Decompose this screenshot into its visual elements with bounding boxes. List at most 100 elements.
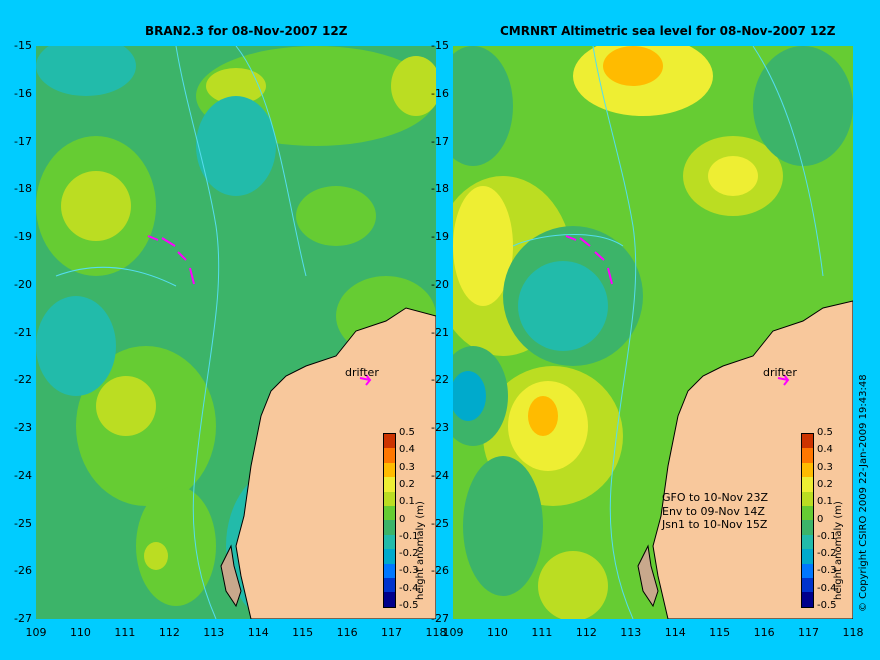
right-map-title: CMRNRT Altimetric sea level for 08-Nov-2… bbox=[500, 24, 836, 38]
x-tick-label: 113 bbox=[620, 626, 642, 639]
colorbar-swatch bbox=[802, 578, 813, 593]
colorbar-tick-label: 0.3 bbox=[817, 461, 833, 473]
y-tick-label: -25 bbox=[14, 516, 32, 530]
colorbar-swatch bbox=[384, 491, 395, 507]
y-tick-label: -22 bbox=[431, 373, 449, 387]
y-tick-label: -19 bbox=[431, 230, 449, 243]
colorbar-swatch bbox=[802, 592, 813, 607]
colorbar-swatch bbox=[384, 520, 395, 535]
colorbar-tick-label: 0.5 bbox=[817, 427, 833, 438]
y-tick-label: -18 bbox=[431, 182, 449, 196]
y-tick-label: -21 bbox=[431, 325, 449, 339]
left-drifter-legend-label: drifter bbox=[345, 366, 379, 379]
left-colorbar bbox=[383, 433, 396, 608]
y-tick-label: -17 bbox=[431, 134, 449, 148]
colorbar-tick-label: 0.2 bbox=[399, 478, 415, 490]
x-tick-label: 117 bbox=[381, 626, 403, 639]
colorbar-tick-label: -0.5 bbox=[817, 600, 837, 611]
colorbar-tick-label: 0.5 bbox=[399, 427, 415, 438]
x-tick-label: 115 bbox=[292, 626, 314, 639]
altimeter-note-env: Env to 09-Nov 14Z bbox=[662, 505, 765, 518]
y-tick-label: -24 bbox=[14, 468, 32, 482]
y-tick-label: -16 bbox=[14, 86, 32, 100]
altimetry-map-svg bbox=[453, 46, 853, 619]
colorbar-swatch bbox=[384, 462, 395, 478]
colorbar-swatch bbox=[802, 477, 813, 492]
colorbar-tick-label: 0.1 bbox=[399, 496, 415, 508]
y-tick-label: -27 bbox=[431, 612, 449, 625]
altimeter-note-gfo: GFO to 10-Nov 23Z bbox=[662, 491, 769, 504]
y-tick-label: -21 bbox=[14, 325, 32, 339]
colorbar-tick-label: -0.4 bbox=[817, 582, 837, 594]
y-tick-label: -23 bbox=[14, 421, 32, 434]
colorbar-swatch bbox=[802, 462, 813, 478]
colorbar-swatch bbox=[384, 448, 395, 463]
y-tick-label: -27 bbox=[14, 612, 32, 625]
colorbar-tick-label: -0.5 bbox=[399, 600, 419, 611]
y-tick-label: -17 bbox=[14, 134, 32, 148]
right-colorbar bbox=[801, 433, 814, 608]
bran-map-svg bbox=[36, 46, 436, 619]
colorbar-tick-label: 0.1 bbox=[817, 496, 833, 508]
y-tick-label: -20 bbox=[14, 277, 32, 291]
altimeter-note-jsn1: Jsn1 to 10-Nov 15Z bbox=[662, 518, 768, 531]
x-tick-label: 110 bbox=[69, 626, 91, 639]
x-tick-label: 118 bbox=[842, 626, 864, 639]
colorbar-swatch bbox=[802, 520, 813, 535]
colorbar-swatch bbox=[384, 549, 395, 564]
x-tick-label: 115 bbox=[709, 626, 731, 639]
colorbar-swatch bbox=[802, 434, 813, 449]
colorbar-swatch bbox=[802, 448, 813, 463]
colorbar-swatch bbox=[384, 578, 395, 593]
y-tick-label: -26 bbox=[14, 564, 32, 578]
colorbar-tick-label: -0.1 bbox=[817, 530, 837, 542]
colorbar-swatch bbox=[802, 563, 813, 579]
y-tick-label: -15 bbox=[431, 39, 449, 52]
y-tick-label: -23 bbox=[431, 421, 449, 434]
colorbar-swatch bbox=[384, 477, 395, 492]
colorbar-tick-label: -0.3 bbox=[817, 565, 837, 577]
x-tick-label: 116 bbox=[336, 626, 358, 639]
x-tick-label: 118 bbox=[425, 626, 447, 639]
copyright-text: © Copyright CSIRO 2009 22-Jan-2009 19:43… bbox=[858, 374, 869, 612]
bran-map-panel bbox=[36, 46, 436, 619]
colorbar-swatch bbox=[384, 563, 395, 579]
colorbar-swatch bbox=[384, 534, 395, 550]
right-colorbar-label: height anomaly (m) bbox=[833, 501, 844, 600]
y-tick-label: -26 bbox=[431, 564, 449, 578]
x-tick-label: 111 bbox=[531, 626, 553, 639]
colorbar-swatch bbox=[384, 434, 395, 449]
colorbar-tick-label: -0.4 bbox=[399, 582, 419, 594]
colorbar-tick-label: -0.1 bbox=[399, 530, 419, 542]
colorbar-tick-label: 0 bbox=[399, 513, 406, 525]
y-tick-label: -20 bbox=[431, 277, 449, 291]
y-tick-label: -18 bbox=[14, 182, 32, 196]
x-tick-label: 109 bbox=[442, 626, 464, 639]
colorbar-swatch bbox=[802, 549, 813, 564]
x-tick-label: 109 bbox=[25, 626, 47, 639]
x-tick-label: 114 bbox=[247, 626, 269, 639]
x-tick-label: 113 bbox=[203, 626, 225, 639]
x-tick-label: 114 bbox=[664, 626, 686, 639]
y-tick-label: -15 bbox=[14, 39, 32, 52]
colorbar-tick-label: -0.2 bbox=[399, 548, 419, 560]
colorbar-swatch bbox=[384, 592, 395, 607]
colorbar-tick-label: -0.3 bbox=[399, 565, 419, 577]
x-tick-label: 110 bbox=[486, 626, 508, 639]
colorbar-tick-label: 0.3 bbox=[399, 461, 415, 473]
colorbar-swatch bbox=[802, 491, 813, 507]
colorbar-tick-label: 0.4 bbox=[817, 444, 833, 456]
y-tick-label: -25 bbox=[431, 516, 449, 530]
colorbar-swatch bbox=[384, 506, 395, 521]
colorbar-tick-label: 0 bbox=[817, 513, 824, 525]
colorbar-tick-label: 0.4 bbox=[399, 444, 415, 456]
y-tick-label: -22 bbox=[14, 373, 32, 387]
y-tick-label: -24 bbox=[431, 468, 449, 482]
x-tick-label: 111 bbox=[114, 626, 136, 639]
y-tick-label: -16 bbox=[431, 86, 449, 100]
right-drifter-legend-label: drifter bbox=[763, 366, 797, 379]
x-tick-label: 112 bbox=[158, 626, 180, 639]
colorbar-tick-label: -0.2 bbox=[817, 548, 837, 560]
colorbar-tick-label: 0.2 bbox=[817, 478, 833, 490]
x-tick-label: 112 bbox=[575, 626, 597, 639]
